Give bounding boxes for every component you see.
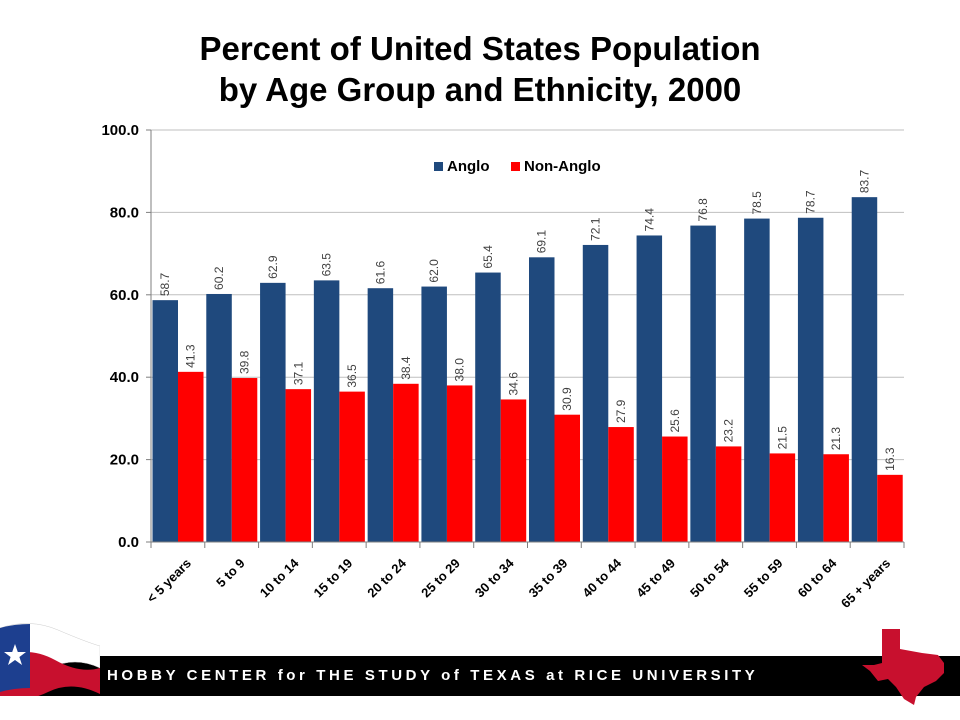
footer-text: HOBBY CENTER for THE STUDY of TEXAS at R… xyxy=(107,667,759,684)
data-label: 23.2 xyxy=(722,419,736,443)
x-axis-tick-labels: < 5 years 5 to 9 10 to 14 15 to 19 20 to 24 2… xyxy=(144,555,893,611)
data-label: 83.7 xyxy=(857,169,871,193)
legend-swatch-anglo xyxy=(434,162,443,171)
x-tick-label: 10 to 14 xyxy=(257,555,302,600)
chart-axes xyxy=(146,129,905,548)
bar-anglo xyxy=(260,282,286,542)
data-label: 76.8 xyxy=(696,198,710,222)
data-label: 21.5 xyxy=(775,426,789,450)
data-label: 63.5 xyxy=(320,253,334,277)
bar-anglo xyxy=(475,272,501,542)
data-label: 37.1 xyxy=(291,361,305,385)
bar-non-anglo xyxy=(715,446,742,542)
x-tick-label: 30 to 34 xyxy=(472,555,517,600)
data-label: 16.3 xyxy=(883,447,897,471)
data-label: 39.8 xyxy=(238,350,252,374)
bar-anglo xyxy=(206,293,232,542)
bar-chart: 0.0 20.0 40.0 60.0 80.0 100.0 < 5 years 5 to 9… xyxy=(101,122,905,611)
bar-non-anglo xyxy=(823,454,849,542)
footer-bar xyxy=(0,656,960,696)
texas-flag-icon xyxy=(0,623,100,696)
bar-non-anglo xyxy=(285,389,312,542)
bar-non-anglo xyxy=(662,436,688,542)
chart-title-line-2: by Age Group and Ethnicity, 2000 xyxy=(218,71,742,108)
data-label: 41.3 xyxy=(184,344,198,368)
data-label: 65.4 xyxy=(481,245,495,269)
chart-title: Percent of United States Population by A… xyxy=(0,28,960,110)
y-tick-label: 0.0 xyxy=(118,534,139,551)
data-label: 74.4 xyxy=(642,208,656,232)
chart-legend: Anglo Non-Anglo xyxy=(434,158,601,175)
x-tick-label: 55 to 59 xyxy=(741,556,786,601)
x-tick-label: 45 to 49 xyxy=(633,556,678,601)
bar-non-anglo xyxy=(877,474,903,542)
bar-anglo xyxy=(690,225,716,543)
bar-anglo xyxy=(367,288,394,542)
x-tick-label: 40 to 44 xyxy=(579,555,624,600)
bar-non-anglo xyxy=(446,385,473,542)
bar-non-anglo xyxy=(393,383,419,542)
legend-label-anglo: Anglo xyxy=(447,158,490,175)
chart-bars xyxy=(152,197,903,543)
chart-title-line-1: Percent of United States Population xyxy=(199,30,761,67)
data-label: 72.1 xyxy=(589,217,603,241)
bar-anglo xyxy=(313,280,340,542)
y-tick-label: 40.0 xyxy=(110,369,139,386)
data-label: 38.4 xyxy=(399,356,413,380)
x-tick-label: 25 to 29 xyxy=(418,556,463,601)
bar-non-anglo xyxy=(769,453,796,542)
bar-non-anglo xyxy=(554,414,580,542)
y-tick-label: 80.0 xyxy=(110,204,139,221)
data-label: 27.9 xyxy=(614,399,628,423)
x-tick-label: 50 to 54 xyxy=(687,555,732,600)
data-label: 78.7 xyxy=(804,190,818,214)
data-labels: 58.7 41.3 60.2 39.8 62.9 37.1 63.5 36.5 61.6 38.4… xyxy=(158,169,897,470)
x-tick-label: 5 to 9 xyxy=(213,556,248,591)
bar-non-anglo xyxy=(608,427,634,542)
x-tick-label: 60 to 64 xyxy=(795,555,840,600)
bar-anglo xyxy=(529,257,555,542)
x-tick-label: 15 to 19 xyxy=(311,556,356,601)
bar-anglo xyxy=(636,235,663,543)
bar-non-anglo xyxy=(231,378,258,542)
data-label: 25.6 xyxy=(668,409,682,433)
data-label: 38.0 xyxy=(453,358,467,382)
y-axis-tick-labels: 0.0 20.0 40.0 60.0 80.0 100.0 xyxy=(101,122,139,551)
data-label: 60.2 xyxy=(212,266,226,290)
bar-anglo xyxy=(797,217,824,543)
data-label: 62.9 xyxy=(266,255,280,279)
x-tick-label: 20 to 24 xyxy=(364,555,409,600)
bar-non-anglo xyxy=(178,371,204,542)
bar-anglo xyxy=(152,300,178,542)
data-label: 69.1 xyxy=(535,230,549,254)
bar-anglo xyxy=(851,197,878,542)
data-label: 78.5 xyxy=(750,191,764,215)
legend-swatch-non-anglo xyxy=(511,162,520,171)
bar-anglo xyxy=(421,286,447,542)
data-label: 21.3 xyxy=(829,427,843,451)
data-label: 36.5 xyxy=(345,364,359,388)
x-tick-label: 35 to 39 xyxy=(526,556,571,601)
data-label: 30.9 xyxy=(560,387,574,411)
data-label: 61.6 xyxy=(373,261,387,285)
x-tick-label: < 5 years xyxy=(144,556,194,606)
texas-map-icon xyxy=(862,629,944,705)
bar-non-anglo xyxy=(500,399,527,542)
bar-non-anglo xyxy=(339,391,365,542)
legend-label-non-anglo: Non-Anglo xyxy=(524,158,601,175)
y-tick-label: 60.0 xyxy=(110,287,139,304)
bar-anglo xyxy=(744,218,770,542)
data-label: 58.7 xyxy=(158,272,172,296)
y-tick-label: 20.0 xyxy=(110,452,139,469)
y-tick-label: 100.0 xyxy=(101,122,139,139)
x-tick-label: 65 + years xyxy=(838,556,893,611)
data-label: 62.0 xyxy=(427,259,441,283)
bar-anglo xyxy=(582,244,609,542)
data-label: 34.6 xyxy=(506,372,520,396)
